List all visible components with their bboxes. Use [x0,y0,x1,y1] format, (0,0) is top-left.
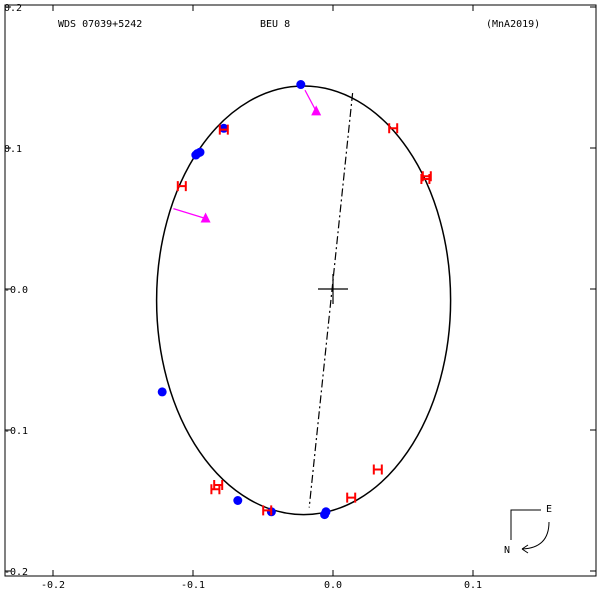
marks [157,80,432,520]
h-mark [420,174,431,185]
header-right: (MnA2019) [486,19,540,30]
y-tick-label: -0.0 [4,285,28,296]
y-tick-label: 0.2 [4,3,22,14]
header-left: WDS 07039+5242 [58,19,142,30]
compass-arrowhead [521,544,529,554]
h-mark [218,124,229,135]
h-mark [176,181,187,192]
h-mark [346,492,357,503]
observation-dot [195,147,205,157]
h-mark [372,464,383,475]
compass-lines [510,509,541,540]
residual-line [173,208,206,220]
line-of-nodes [308,92,354,508]
observation-dot [157,387,167,397]
y-tick-label: -0.1 [4,426,28,437]
h-mark [262,505,273,516]
observation-dot [233,496,243,505]
x-tick-label: -0.2 [41,580,65,591]
compass-north-label: N [504,545,510,556]
residual-triangle [311,105,322,116]
observation-dot [321,507,331,517]
x-tick-label: 0.0 [324,580,342,591]
observation-dot [296,80,306,90]
plot-frame [4,4,597,577]
compass: E N [504,504,552,556]
h-mark [210,484,221,495]
compass-arc-arrow [521,521,550,550]
h-mark [388,123,399,134]
header-center: BEU 8 [260,19,290,30]
residual-triangle [200,212,211,223]
axes: -0.2 -0.1 0.0 0.1 0.2 0.1 -0.0 -0.1 -0.2 [4,3,596,591]
x-tick-label: 0.1 [464,580,482,591]
y-tick-label: 0.1 [4,144,22,155]
x-tick-label: -0.1 [181,580,205,591]
compass-east-label: E [546,504,552,515]
y-tick-label: -0.2 [4,567,28,578]
residual-line [304,89,317,112]
